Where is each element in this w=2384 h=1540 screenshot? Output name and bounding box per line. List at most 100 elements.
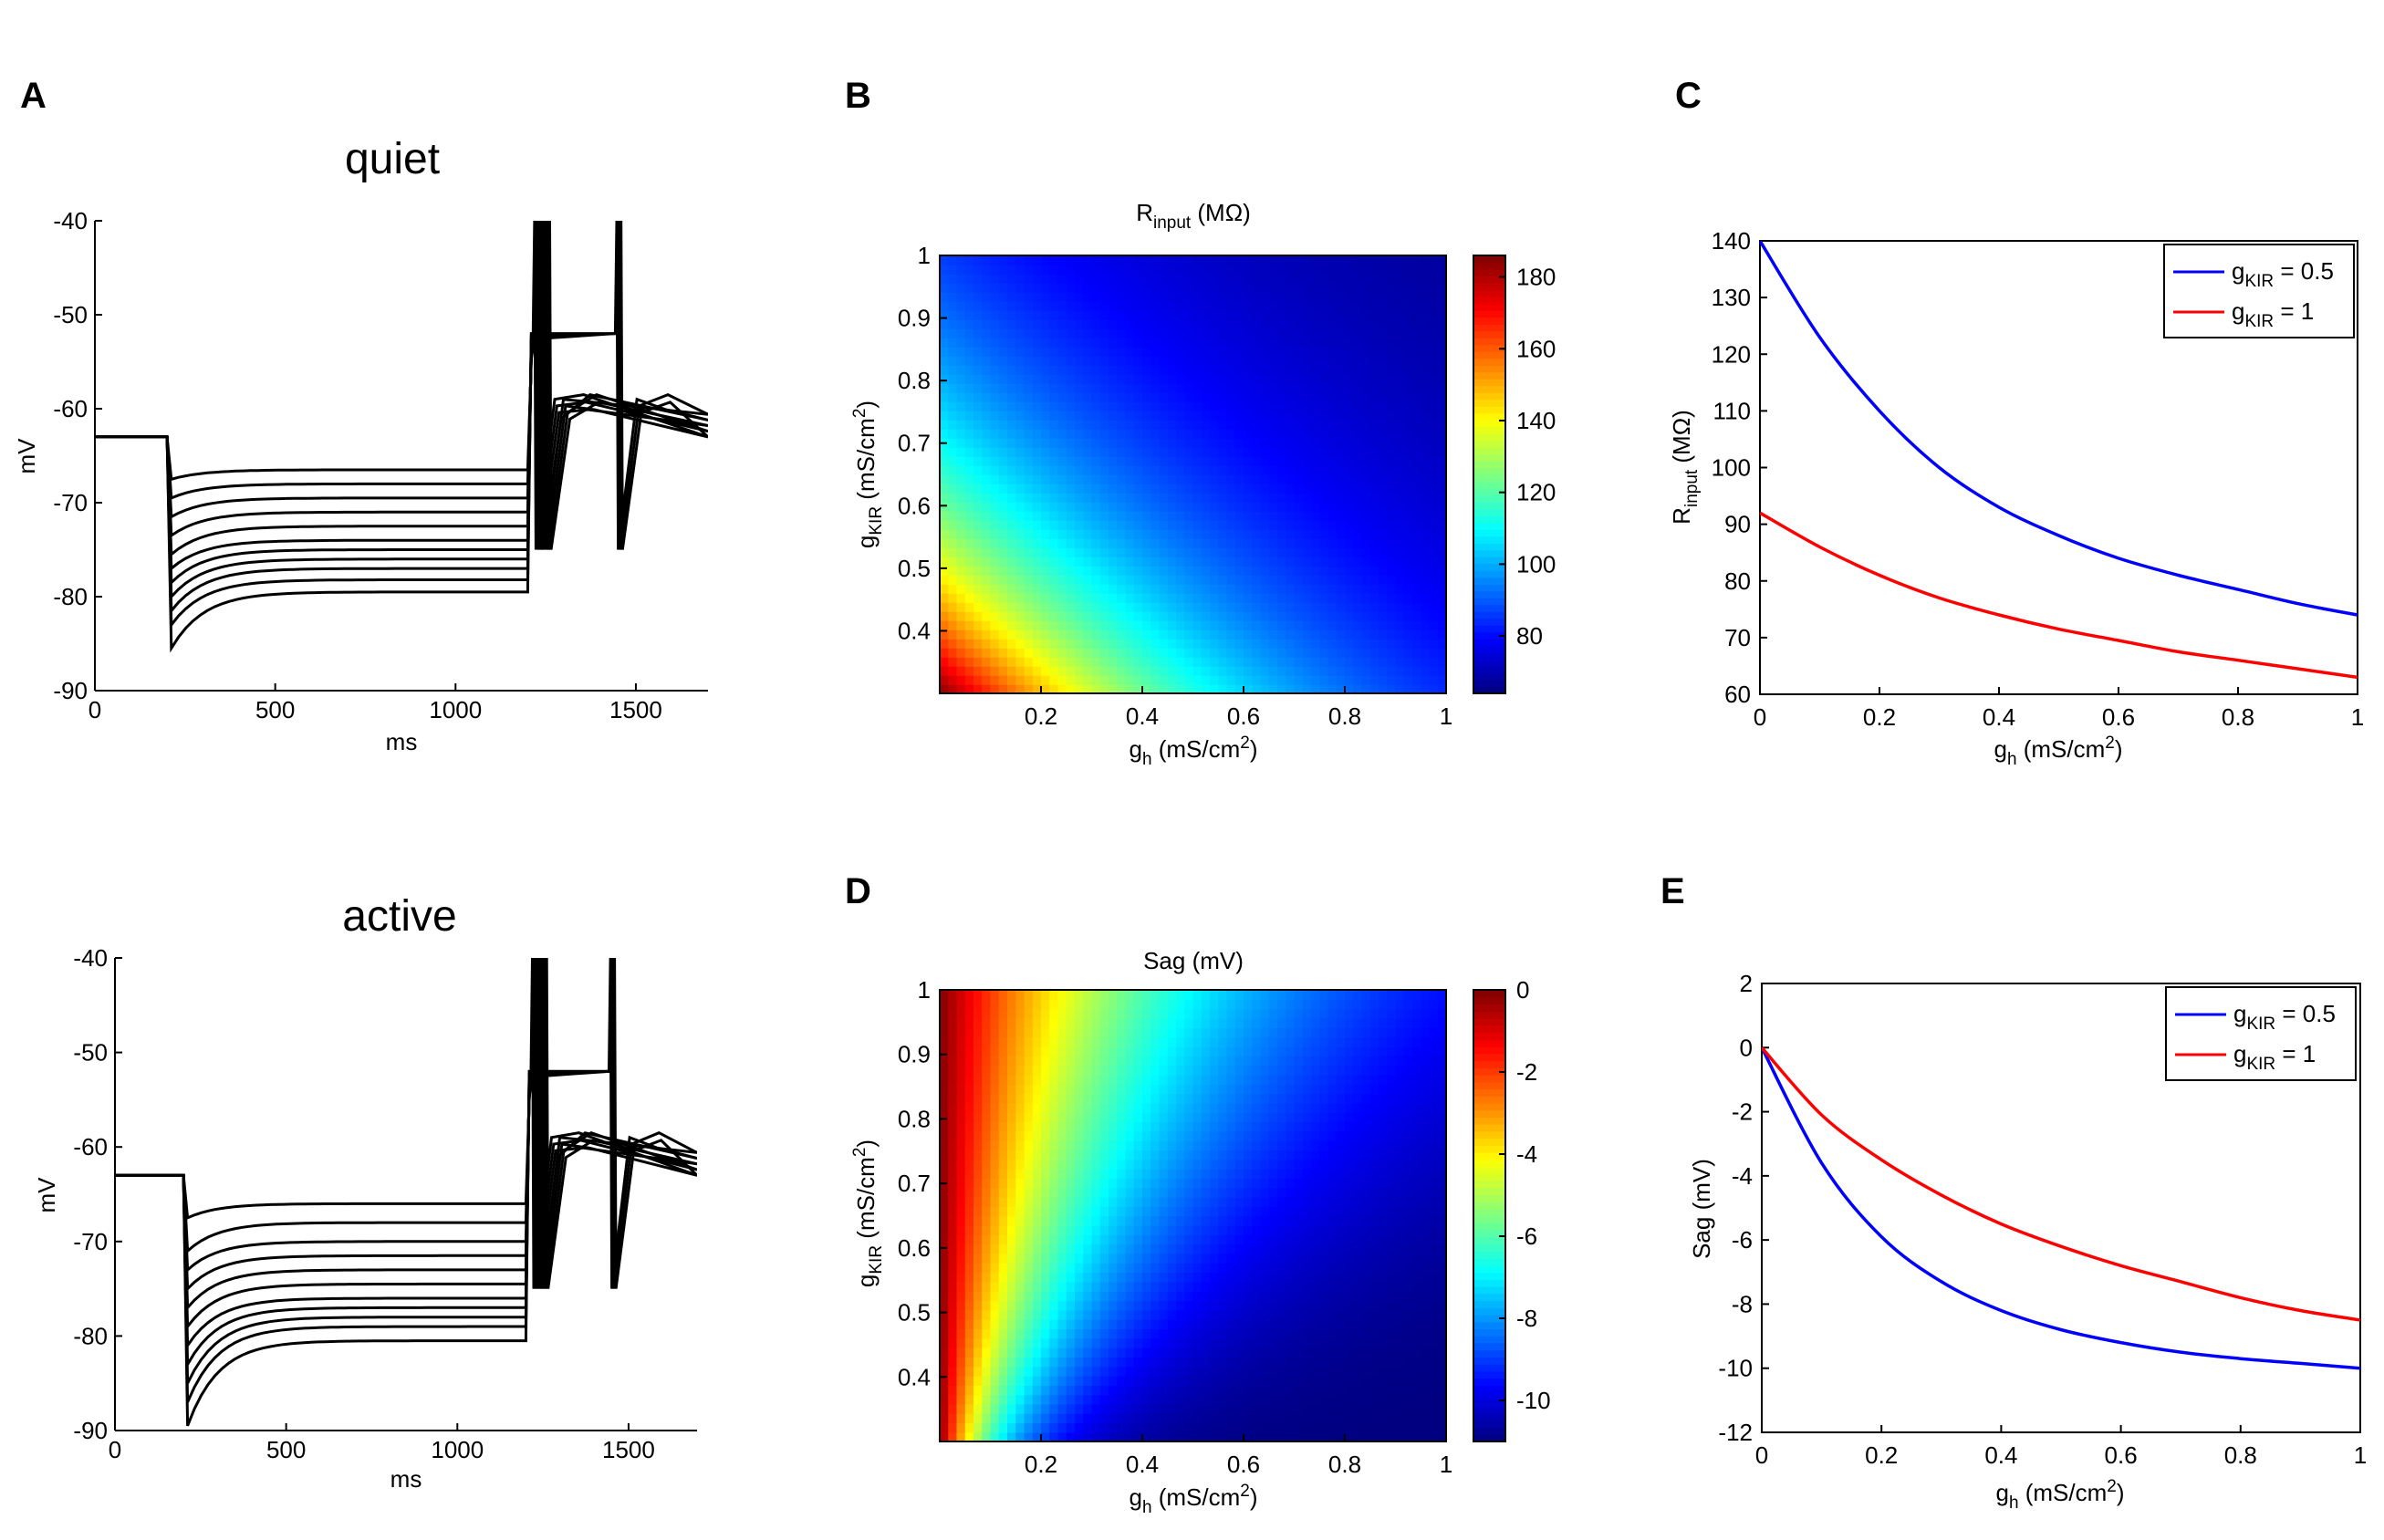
chart-b-cell bbox=[1421, 502, 1431, 512]
chart-b-cell bbox=[1395, 465, 1405, 475]
chart-b-cell bbox=[1024, 584, 1034, 594]
chart-b-cell bbox=[1150, 502, 1161, 512]
chart-d-cell bbox=[1159, 1253, 1169, 1264]
chart-b-cell bbox=[1336, 292, 1346, 302]
chart-d-cell bbox=[948, 1159, 958, 1170]
chart-b-cell bbox=[1294, 465, 1304, 475]
chart-b-cell bbox=[1075, 274, 1085, 284]
chart-b-cell bbox=[940, 347, 950, 357]
chart-b-cell bbox=[1184, 438, 1194, 448]
chart-b-cell bbox=[1083, 365, 1093, 375]
chart-d-cell bbox=[1125, 1036, 1135, 1047]
chart-b-cell bbox=[1226, 301, 1236, 311]
chart-b-cell bbox=[998, 593, 1008, 603]
chart-d-cell bbox=[1024, 1291, 1034, 1302]
chart-b-cell bbox=[1345, 675, 1355, 685]
chart-b-cell bbox=[1421, 593, 1431, 603]
chart-b-cell bbox=[1345, 292, 1355, 302]
chart-b-cell bbox=[1167, 493, 1177, 503]
chart-b-cell bbox=[1311, 639, 1321, 649]
chart-b-cell bbox=[1294, 474, 1304, 484]
chart-d-cell bbox=[982, 1159, 992, 1170]
chart-d-cell bbox=[964, 1272, 974, 1283]
chart-c-xtick-label: 0.2 bbox=[1863, 703, 1896, 731]
chart-b-cell bbox=[1083, 438, 1093, 448]
chart-b-cell bbox=[1260, 301, 1270, 311]
chart-d-cell bbox=[1133, 999, 1143, 1010]
chart-b-cell bbox=[973, 319, 984, 329]
chart-b-cell bbox=[1099, 630, 1109, 640]
chart-d-cell bbox=[1117, 1422, 1127, 1433]
chart-b-cell bbox=[1218, 447, 1228, 457]
chart-d-cell bbox=[990, 1403, 1000, 1414]
chart-b-cell bbox=[1412, 420, 1422, 430]
chart-d-cell bbox=[1032, 1093, 1042, 1104]
chart-d-cell bbox=[1252, 1017, 1262, 1029]
chart-b-cell bbox=[964, 593, 974, 603]
chart-d-cell bbox=[1041, 1281, 1051, 1292]
chart-d-cell bbox=[1210, 1036, 1220, 1047]
chart-d-cell bbox=[1057, 1112, 1067, 1123]
chart-b-cell bbox=[1007, 529, 1017, 539]
chart-d-cell bbox=[1117, 1243, 1127, 1254]
chart-d-cell bbox=[1176, 1357, 1186, 1368]
chart-b-cell bbox=[1244, 411, 1254, 421]
chart-d-cell bbox=[1184, 1017, 1194, 1029]
chart-d-cell bbox=[964, 1121, 974, 1132]
chart-b-colorbar-cell bbox=[1473, 358, 1505, 366]
chart-d-cell bbox=[990, 1008, 1000, 1019]
chart-b-cell bbox=[1252, 365, 1262, 375]
chart-b-cell bbox=[1379, 502, 1389, 512]
chart-d-cell bbox=[1041, 1196, 1051, 1207]
chart-d-cell bbox=[1252, 1281, 1262, 1292]
chart-b-cell bbox=[1286, 666, 1296, 676]
chart-b-cell bbox=[1125, 520, 1135, 530]
chart-d-cell bbox=[1083, 1309, 1093, 1320]
chart-b-cell bbox=[1244, 374, 1254, 384]
chart-b-cell bbox=[956, 639, 966, 649]
chart-b-cell bbox=[1311, 666, 1321, 676]
chart-b-cell bbox=[1319, 310, 1329, 320]
chart-b-cell bbox=[1041, 648, 1051, 658]
chart-b-cell bbox=[1117, 611, 1127, 621]
chart-d-cell bbox=[1133, 1431, 1143, 1442]
chart-b-cell bbox=[1226, 401, 1236, 411]
chart-b-cell bbox=[1412, 630, 1422, 640]
chart-d-cell bbox=[1234, 1140, 1244, 1151]
chart-d-cell bbox=[982, 1215, 992, 1226]
chart-b-cell bbox=[956, 602, 966, 612]
chart-d-cell bbox=[1083, 1375, 1093, 1386]
chart-b-cell bbox=[1252, 465, 1262, 475]
chart-d-cell bbox=[1252, 1008, 1262, 1019]
chart-d-cell bbox=[1007, 1328, 1017, 1339]
chart-d-cell bbox=[1210, 1347, 1220, 1358]
chart-b-cell bbox=[1437, 456, 1447, 466]
chart-d-cell bbox=[1015, 1017, 1025, 1029]
chart-d-cell bbox=[1049, 1224, 1059, 1235]
chart-b-cell bbox=[1353, 620, 1363, 630]
chart-b-cell bbox=[1268, 438, 1278, 448]
chart-d-cell bbox=[1184, 1159, 1194, 1170]
chart-b-cell bbox=[1075, 657, 1085, 667]
chart-d-cell bbox=[1117, 1337, 1127, 1348]
chart-b-cell bbox=[1218, 383, 1228, 393]
chart-b-cell bbox=[1176, 465, 1186, 475]
chart-b-cell bbox=[1387, 684, 1397, 694]
chart-b-cell bbox=[1083, 630, 1093, 640]
chart-b-cell bbox=[1184, 502, 1194, 512]
chart-d-cell bbox=[990, 1357, 1000, 1368]
chart-b-cell bbox=[1150, 593, 1161, 603]
chart-b-cell bbox=[1133, 274, 1143, 284]
chart-d-cell bbox=[1218, 990, 1228, 1001]
chart-b-cell bbox=[1218, 666, 1228, 676]
chart-b-cell bbox=[940, 310, 950, 320]
chart-d-cell bbox=[1007, 1036, 1017, 1047]
chart-d-cell bbox=[1244, 999, 1254, 1010]
chart-d-cell bbox=[1066, 1403, 1076, 1414]
chart-b-cell bbox=[1125, 438, 1135, 448]
chart-b-colorbar-cell bbox=[1473, 529, 1505, 537]
chart-b-cell bbox=[1437, 374, 1447, 384]
chart-d-cell bbox=[1234, 1300, 1244, 1311]
chart-d-cell bbox=[1159, 1243, 1169, 1254]
chart-d-cell bbox=[1099, 1253, 1109, 1264]
